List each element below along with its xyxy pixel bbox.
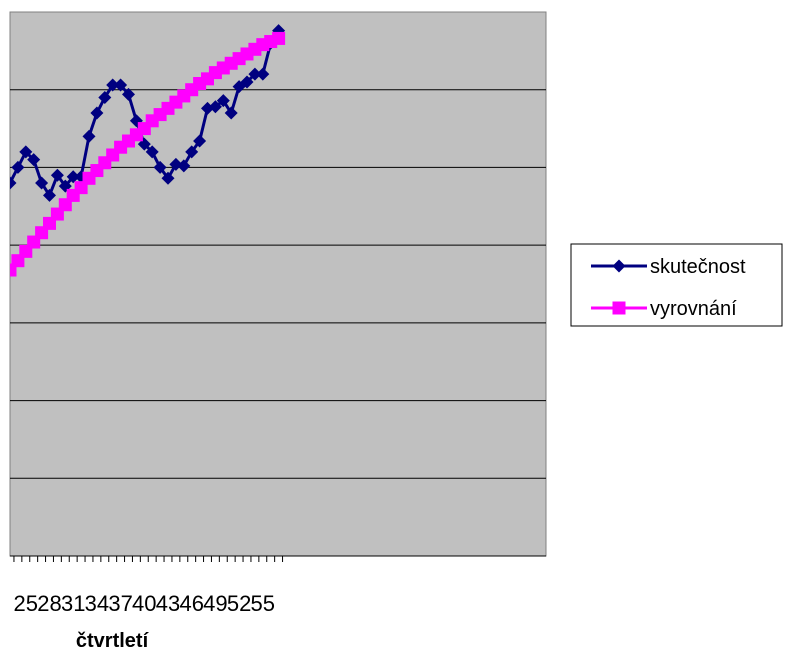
data-point <box>114 78 128 92</box>
data-point <box>27 153 41 167</box>
series-vyrovnani <box>10 31 286 277</box>
data-point <box>161 171 175 185</box>
data-point <box>224 106 238 120</box>
legend-item: skutečnost <box>591 256 746 278</box>
x-tick-label: 55 <box>251 591 275 616</box>
data-point <box>185 145 199 159</box>
data-point <box>82 129 96 143</box>
data-point <box>208 100 222 114</box>
data-point <box>10 263 17 277</box>
data-point <box>106 78 120 92</box>
legend-label: skutečnost <box>650 256 746 278</box>
data-point <box>122 87 135 101</box>
data-point <box>248 67 262 81</box>
data-point <box>177 159 191 173</box>
legend: skutečnost vyrovnání <box>570 243 783 327</box>
x-tick-label: 40 <box>132 591 156 616</box>
series-skutecnost <box>10 24 286 202</box>
data-point <box>193 134 207 148</box>
x-axis: 25 28 31 34 37 40 43 46 49 52 55 <box>10 555 546 616</box>
plot-area <box>9 11 547 557</box>
data-point <box>98 90 112 104</box>
series-layer <box>10 24 286 277</box>
x-tick-label: 46 <box>179 591 203 616</box>
x-tick-label: 43 <box>156 591 180 616</box>
legend-marker <box>612 259 626 273</box>
legend-label: vyrovnání <box>650 298 737 320</box>
data-point <box>145 145 159 159</box>
x-tick-label: 37 <box>108 591 132 616</box>
x-tick-label: 52 <box>227 591 251 616</box>
data-point <box>19 145 33 159</box>
data-point <box>272 31 286 45</box>
data-point <box>35 176 49 190</box>
data-point <box>90 106 104 120</box>
x-tick-label: 34 <box>85 591 109 616</box>
data-point <box>240 75 254 89</box>
data-point <box>50 168 64 182</box>
data-point <box>11 160 25 174</box>
data-point <box>10 176 17 190</box>
data-point <box>153 160 167 174</box>
x-tick-label: 49 <box>203 591 227 616</box>
legend-marker <box>612 301 626 315</box>
legend-item: vyrovnání <box>591 298 737 320</box>
data-point <box>256 67 270 81</box>
data-point <box>216 94 230 108</box>
data-point <box>66 170 80 184</box>
x-tick-label: 25 <box>14 591 38 616</box>
data-point <box>43 188 56 202</box>
x-tick-label: 28 <box>37 591 61 616</box>
legend-box <box>570 243 783 327</box>
x-axis-title: čtvrtletí <box>76 630 150 651</box>
x-tick-label: 31 <box>61 591 85 616</box>
